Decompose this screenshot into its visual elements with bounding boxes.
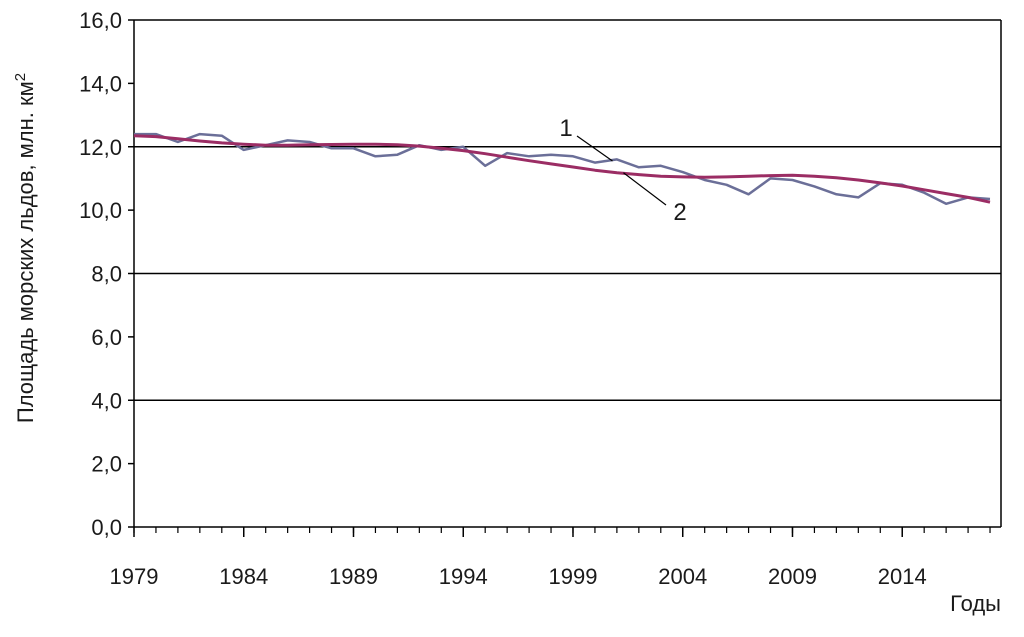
x-tick-label: 1979 [110, 564, 159, 589]
y-tick-label: 12,0 [79, 135, 122, 160]
x-tick-label: 1984 [219, 564, 268, 589]
y-tick-label: 2,0 [91, 452, 122, 477]
y-tick-label: 4,0 [91, 388, 122, 413]
y-tick-label: 8,0 [91, 262, 122, 287]
axes [128, 19, 1002, 537]
y-tick-label: 6,0 [91, 325, 122, 350]
y-tick-label: 0,0 [91, 515, 122, 540]
x-tick-label: 2009 [768, 564, 817, 589]
series-callouts: 12 [559, 115, 686, 226]
x-axis-title: Годы [950, 591, 1001, 616]
x-tick-label: 1994 [439, 564, 488, 589]
y-tick-label: 10,0 [79, 198, 122, 223]
x-tick-label: 1999 [549, 564, 598, 589]
series-line-2 [133, 134, 991, 204]
x-tick-label: 1989 [329, 564, 378, 589]
y-tick-label: 14,0 [79, 71, 122, 96]
y-tick-labels: 0,0 2,0 4,0 6,0 8,0 10,0 12,0 14,0 16,0 [79, 8, 122, 540]
gridlines [134, 19, 1001, 401]
y-axis-title: Площадь морских льдов, млн. км2 [12, 73, 38, 423]
series-lines [133, 132, 991, 206]
callout-2-label: 2 [673, 199, 686, 226]
x-tick-labels: 1979 1984 1989 1994 1999 2004 2009 2014 [110, 564, 927, 589]
callout-2-leader [623, 172, 667, 206]
x-tick-label: 2004 [658, 564, 707, 589]
x-tick-label: 2014 [878, 564, 927, 589]
callout-1-label: 1 [559, 115, 572, 142]
callout-1-leader [576, 135, 613, 162]
series-line-1 [134, 132, 991, 206]
y-tick-label: 16,0 [79, 8, 122, 33]
